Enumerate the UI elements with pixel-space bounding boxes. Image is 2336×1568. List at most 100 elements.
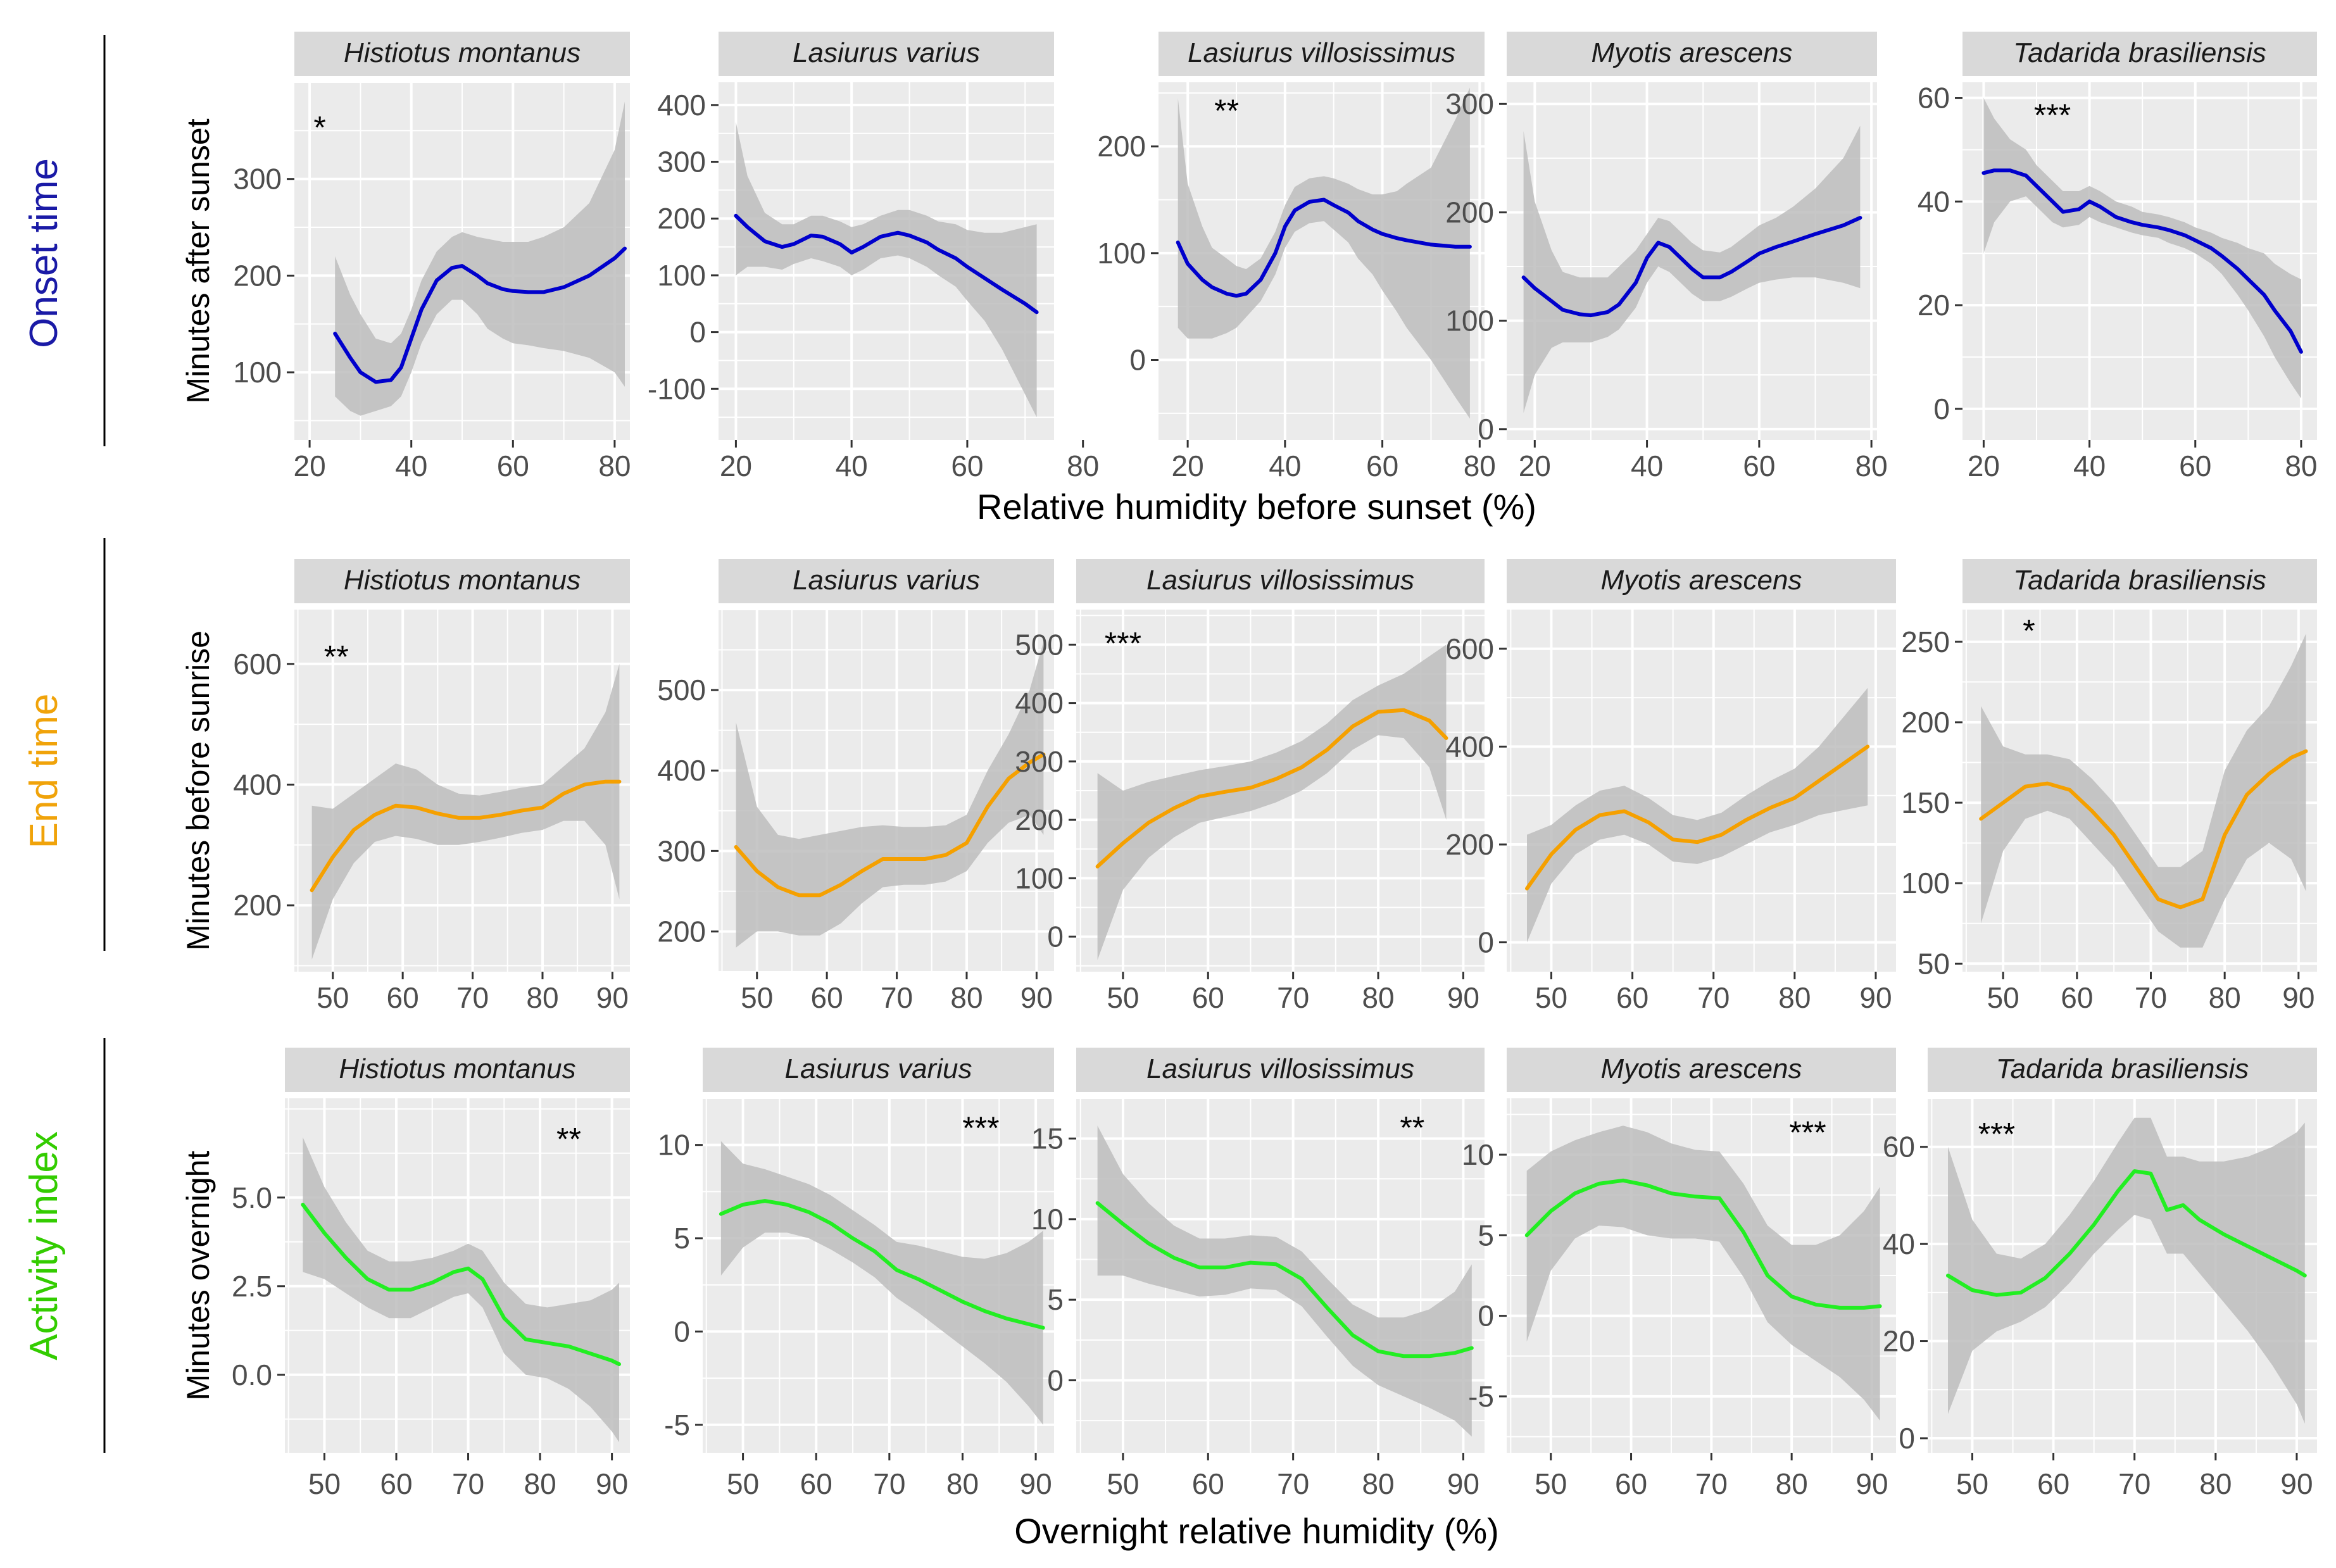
x-tick-label: 60	[497, 449, 529, 482]
x-tick-label: 80	[526, 981, 558, 1014]
y-tick-label: 600	[233, 648, 282, 681]
x-tick-label: 60	[2061, 981, 2093, 1014]
facet-strip	[703, 1048, 1054, 1092]
x-tick-label: 70	[1277, 981, 1309, 1014]
significance-marker: *	[313, 110, 325, 146]
y-tick-label: 100	[1097, 237, 1146, 270]
confidence-ribbon	[335, 101, 625, 416]
x-tick-label: 50	[1956, 1467, 1988, 1500]
y-tick-label: 200	[1015, 803, 1064, 836]
y-tick-label: 300	[657, 146, 706, 179]
y-tick-label: 5	[674, 1222, 690, 1255]
significance-marker: *	[2023, 613, 2035, 649]
x-tick-label: 80	[1776, 1467, 1808, 1500]
y-tick-label: 0	[1899, 1422, 1915, 1455]
panel-activity-0: Histiotus montanus 50 60 70 80 90 0.0 2.5 5.0 ** M…	[180, 1048, 630, 1500]
fitted-line	[1095, 708, 1448, 869]
facet-strip	[719, 559, 1054, 603]
confidence-ribbon	[1948, 1117, 2305, 1424]
facet-strip	[1507, 559, 1896, 603]
facet-strip	[294, 32, 630, 76]
x-tick-label: 60	[2179, 449, 2211, 482]
facet-strip-label: Lasiurus varius	[785, 1053, 972, 1084]
panel-activity-4: Tadarida brasiliensis 50 60 70 80 90 0 20 40 60 **…	[1883, 1048, 2317, 1500]
x-tick-label: 60	[1743, 449, 1775, 482]
x-tick-label: 20	[1968, 449, 2000, 482]
x-tick-label: 60	[380, 1467, 412, 1500]
y-tick-label: 50	[1918, 947, 1950, 980]
x-axis-title-onset: Relative humidity before sunset (%)	[977, 487, 1536, 527]
y-tick-label: 40	[1918, 185, 1950, 218]
x-tick-label: 50	[727, 1467, 759, 1500]
y-tick-label: 300	[1445, 87, 1494, 120]
significance-marker: ***	[962, 1110, 999, 1146]
y-tick-label: 0	[1478, 1300, 1494, 1333]
y-tick-label: 10	[1031, 1203, 1064, 1236]
fitted-line	[1525, 744, 1870, 891]
facet-strip-label: Histiotus montanus	[344, 37, 581, 68]
x-tick-label: 80	[1362, 981, 1394, 1014]
x-tick-label: 60	[800, 1467, 832, 1500]
facet-strip	[1507, 1048, 1896, 1092]
confidence-ribbon	[311, 663, 620, 960]
y-tick-label: 250	[1901, 625, 1950, 658]
x-tick-label: 60	[1192, 981, 1224, 1014]
confidence-ribbon	[736, 122, 1037, 418]
x-tick-label: 90	[1447, 981, 1479, 1014]
confidence-ribbon	[1527, 687, 1868, 943]
confidence-ribbon	[1983, 97, 2301, 399]
significance-marker: ***	[1105, 626, 1141, 662]
fitted-line	[1095, 1201, 1474, 1358]
x-axis-title-overnight: Overnight relative humidity (%)	[1014, 1511, 1499, 1551]
facet-strip	[1159, 32, 1485, 76]
panel-end-3: Myotis arescens 50 60 70 80 90 0 200 400 600	[1445, 559, 1896, 1014]
fitted-line	[1524, 1178, 1882, 1310]
x-tick-label: 20	[294, 449, 326, 482]
y-tick-label: 200	[233, 889, 282, 922]
facet-strip-label: Lasiurus villosissimus	[1146, 1053, 1414, 1084]
y-tick-label: 40	[1883, 1227, 1915, 1260]
y-tick-label: 200	[657, 915, 706, 948]
y-tick-label: -5	[1468, 1380, 1494, 1413]
y-tick-label: 300	[657, 834, 706, 867]
x-tick-label: 80	[598, 449, 631, 482]
y-tick-label: 400	[1445, 730, 1494, 763]
x-tick-label: 90	[596, 1467, 628, 1500]
significance-marker: **	[1214, 93, 1239, 129]
y-tick-label: 5.0	[232, 1181, 272, 1214]
panel-activity-1: Lasiurus varius 50 60 70 80 90 -5 0 5 10 ***	[658, 1048, 1054, 1500]
y-tick-label: 15	[1031, 1122, 1064, 1155]
x-tick-label: 90	[1859, 981, 1892, 1014]
y-tick-label: 100	[1901, 867, 1950, 900]
fitted-line	[1979, 749, 2308, 910]
x-tick-label: 80	[2209, 981, 2241, 1014]
facet-strip	[1962, 32, 2317, 76]
x-tick-label: 50	[1107, 1467, 1139, 1500]
fitted-line	[719, 1199, 1045, 1330]
x-tick-label: 60	[951, 449, 983, 482]
y-tick-label: 400	[657, 89, 706, 122]
facet-strip-label: Lasiurus villosissimus	[1146, 565, 1414, 596]
fitted-line	[1946, 1169, 2307, 1297]
y-tick-label: 200	[657, 202, 706, 235]
panel-end-1: Lasiurus varius 50 60 70 80 90 200 300 400 500	[657, 559, 1054, 1014]
x-tick-label: 90	[1447, 1467, 1479, 1500]
facet-strip-label: Lasiurus varius	[793, 37, 980, 68]
significance-marker: **	[324, 639, 349, 675]
row-label-end: End time	[22, 694, 66, 849]
x-tick-label: 70	[2118, 1467, 2151, 1500]
fitted-line	[1981, 168, 2303, 354]
x-tick-label: 60	[1616, 981, 1648, 1014]
x-tick-label: 50	[741, 981, 773, 1014]
x-tick-label: 20	[720, 449, 752, 482]
y-tick-label: 20	[1918, 289, 1950, 322]
y-tick-label: 100	[233, 356, 282, 389]
x-tick-label: 50	[1535, 981, 1567, 1014]
y-axis-title: Minutes overnight	[180, 1151, 216, 1401]
x-tick-label: 50	[1535, 1467, 1567, 1500]
x-tick-label: 60	[1615, 1467, 1647, 1500]
facet-strip	[1076, 559, 1485, 603]
